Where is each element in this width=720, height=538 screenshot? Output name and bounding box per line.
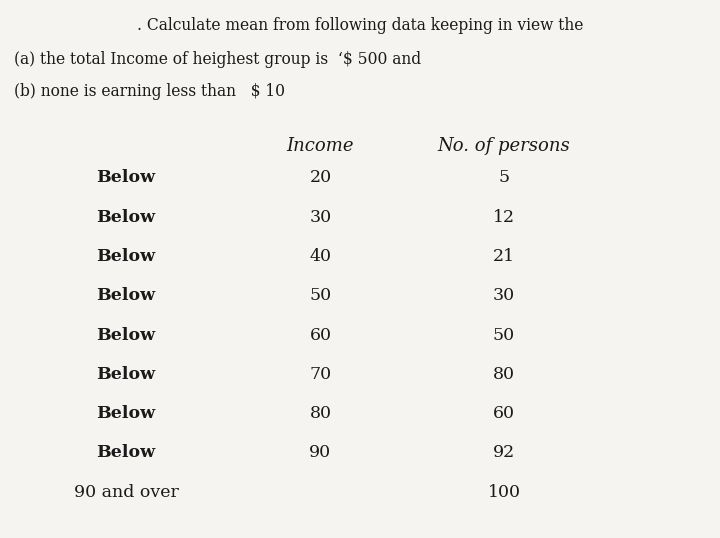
Text: 21: 21	[493, 248, 515, 265]
Text: 70: 70	[310, 366, 331, 383]
Text: 20: 20	[310, 169, 331, 187]
Text: 80: 80	[493, 366, 515, 383]
Text: 60: 60	[310, 327, 331, 344]
Text: 40: 40	[310, 248, 331, 265]
Text: 50: 50	[493, 327, 515, 344]
Text: 5: 5	[498, 169, 510, 187]
Text: Income: Income	[287, 137, 354, 155]
Text: 30: 30	[493, 287, 515, 305]
Text: Below: Below	[96, 209, 156, 226]
Text: 12: 12	[493, 209, 515, 226]
Text: 60: 60	[493, 405, 515, 422]
Text: 92: 92	[493, 444, 515, 462]
Text: Below: Below	[96, 248, 156, 265]
Text: . Calculate mean from following data keeping in view the: . Calculate mean from following data kee…	[137, 17, 583, 34]
Text: 90: 90	[310, 444, 331, 462]
Text: 80: 80	[310, 405, 331, 422]
Text: Below: Below	[96, 327, 156, 344]
Text: (a) the total Income of heighest group is  ‘$ 500 and: (a) the total Income of heighest group i…	[14, 51, 421, 68]
Text: Below: Below	[96, 287, 156, 305]
Text: 50: 50	[310, 287, 331, 305]
Text: Below: Below	[96, 405, 156, 422]
Text: (b) none is earning less than   $ 10: (b) none is earning less than $ 10	[14, 83, 285, 101]
Text: 90 and over: 90 and over	[73, 484, 179, 501]
Text: 100: 100	[487, 484, 521, 501]
Text: Below: Below	[96, 444, 156, 462]
Text: Below: Below	[96, 366, 156, 383]
Text: 30: 30	[310, 209, 331, 226]
Text: Below: Below	[96, 169, 156, 187]
Text: No. of persons: No. of persons	[438, 137, 570, 155]
